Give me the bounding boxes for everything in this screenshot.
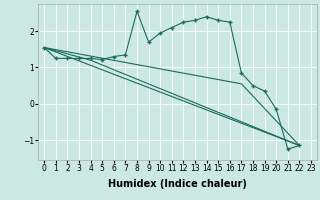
X-axis label: Humidex (Indice chaleur): Humidex (Indice chaleur)	[108, 179, 247, 189]
